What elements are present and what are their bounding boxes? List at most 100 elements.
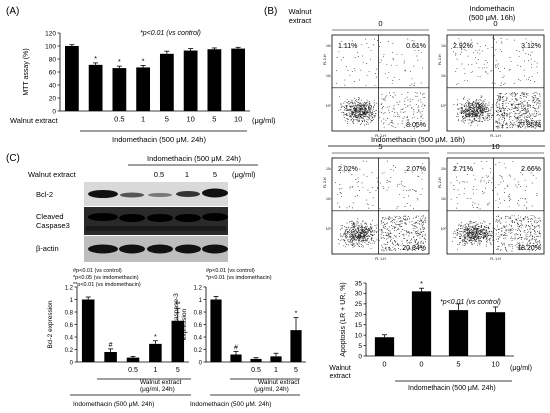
bcl2-y-tick-label: 0.2 — [65, 348, 74, 354]
mtt-y-tick-label: 80 — [49, 56, 57, 63]
casp-bar — [290, 330, 302, 362]
mtt-significance-mark: * — [142, 57, 145, 66]
apop-x-tick-label: 5 — [456, 360, 460, 369]
flow-x-axis-label: FL 1-H — [375, 134, 386, 138]
casp-x-tick-label: 5 — [294, 367, 298, 374]
flow-event-dots — [335, 38, 426, 129]
apop-y-tick-label: 10 — [355, 332, 363, 339]
apop-row-label: Walnut extract — [329, 365, 351, 380]
casp-y-axis-label: Uncleaved caspase-3 — [173, 293, 180, 356]
casp-significance-mark: * — [295, 311, 298, 318]
mtt-y-tick-label: 40 — [49, 82, 57, 89]
flow-dose-label: 5 — [378, 142, 382, 151]
casp-x-tick-label: 0.5 — [251, 367, 261, 374]
bcl2-legend-3: **p<0.01 (vs imdomethacin) — [73, 282, 141, 288]
mtt-note: *p<0.01 (vs control) — [140, 30, 201, 37]
flow-dose-label: 0 — [378, 19, 382, 28]
casp-chart: 0 0.2 0.4 0.6 0.8 1 1.2 Uncleaved caspase-3 expr… — [173, 285, 306, 374]
apop-x-tick-label: 0 — [419, 360, 423, 369]
blot-dose-2: 1 — [185, 170, 189, 179]
flow-y-tick-label: 10¹ — [326, 74, 332, 78]
bcl2-y-tick-label: 0 — [70, 360, 74, 366]
mtt-x-tick-label: 5 — [212, 115, 216, 124]
mtt-x-tick-label: 0.5 — [114, 115, 124, 124]
caspase3-bands — [86, 213, 228, 231]
flow-quadrant-lr: 18.20% — [517, 245, 541, 252]
flow-y-tick-label: 10¹ — [441, 197, 447, 201]
bcl2-legend-2: *p<0.05 (vs imdomethacin) — [73, 275, 139, 281]
casp-bar — [270, 356, 282, 362]
mtt-bar — [207, 49, 222, 111]
flow-x-axis-label: FL 1-H — [375, 257, 386, 261]
panel-b-label: (B) — [264, 6, 277, 17]
flow-y-tick-label: 10² — [326, 167, 332, 171]
flow-plot-frame — [446, 157, 545, 255]
casp-bar — [230, 354, 242, 362]
apop-bar — [448, 310, 469, 356]
flow-plot-1: 10² 10¹ 10⁰ FL 2-H FL 1-H 0 1.11% 0.61% 8.05% — [323, 19, 430, 138]
flow-event-dots — [335, 160, 426, 252]
flow-quadrant-lr: 27.85% — [517, 122, 541, 129]
flow-top-header: Indomethacin (500 μM. 16h) — [469, 4, 516, 22]
flow-x-axis-label: FL 1-H — [490, 257, 501, 261]
blot-header: Indomethacin (500 μM. 24h) — [147, 154, 241, 163]
flow-y-axis-label: FL 2-H — [323, 177, 327, 188]
apop-y-tick-label: 5 — [358, 343, 362, 350]
flow-y-tick-label: 10¹ — [441, 74, 447, 78]
mtt-y-tick-label: 20 — [49, 95, 57, 102]
flow-y-tick-label: 10⁰ — [326, 104, 332, 108]
flow-quadrant-ul: 2.92% — [453, 43, 473, 50]
blot-band-bcl2: Bcl-2 — [36, 190, 53, 199]
bcl2-x-tick-label: 1 — [153, 367, 157, 374]
flow-y-tick-label: 10⁰ — [326, 227, 332, 231]
flow-quadrant-lr: 8.05% — [406, 122, 426, 129]
flow-event-dots — [451, 37, 541, 129]
mtt-x-tick-label: 5 — [165, 115, 169, 124]
bcl2-x-tick-label: 5 — [176, 367, 180, 374]
mtt-group-label: Indomethacin (500 μM. 24h) — [112, 135, 206, 144]
apop-y-tick-label: 25 — [355, 301, 363, 308]
mtt-bar — [159, 53, 174, 111]
flow-y-axis-label: FL 2-H — [438, 177, 442, 188]
bcl2-y-tick-label: 0.6 — [65, 323, 74, 329]
blot-row-label: Walnut extract — [28, 170, 77, 179]
apop-x-tick-label: 0 — [382, 360, 386, 369]
apop-y-axis-label: Apoptosis (LR + UR, %) — [340, 282, 347, 357]
flow-dose-label: 10 — [491, 142, 499, 151]
actin-bands — [88, 244, 228, 254]
bcl2-group-label: Indomethacin (500 μM. 24h) — [73, 401, 154, 408]
bcl2-bar — [104, 352, 117, 362]
bcl2-significance-mark: ** — [175, 301, 181, 308]
casp-y-tick-label: 1.2 — [194, 285, 203, 291]
mtt-bar — [231, 48, 246, 111]
blot-unit: (μg/ml) — [232, 170, 256, 179]
apop-y-tick-label: 15 — [355, 322, 363, 329]
flow-y-tick-label: 10¹ — [326, 197, 332, 201]
apop-bar — [411, 291, 432, 356]
apop-unit: (μg/ml) — [510, 365, 532, 372]
flow-quadrant-ur: 2.07% — [406, 166, 426, 173]
western-blot-image — [84, 182, 228, 262]
flow-quadrant-lr: 20.34% — [402, 245, 426, 252]
panel-a-label: (A) — [6, 6, 19, 17]
mtt-x-tick-label: 1 — [141, 115, 145, 124]
apop-y-tick-label: 35 — [355, 280, 363, 287]
blot-dose-1: 0.5 — [154, 170, 164, 179]
mtt-bar — [136, 67, 151, 111]
mtt-y-tick-label: 120 — [45, 30, 56, 37]
bcl2-bar — [149, 343, 162, 362]
flow-quadrant-ul: 1.11% — [338, 43, 357, 50]
casp-legend-2: *p<0.01 (vs imdomethacin) — [206, 275, 272, 281]
casp-legend-1: #p<0.01 (vs control) — [206, 268, 255, 274]
flow-y-tick-label: 10² — [441, 44, 447, 48]
casp-y-tick-label: 0.4 — [194, 335, 203, 341]
bcl2-x-tick-label: 0.5 — [128, 367, 138, 374]
casp-bar — [250, 358, 262, 362]
apop-y-tick-label: 0 — [358, 353, 362, 360]
bcl2-bar — [81, 299, 95, 362]
flow-plot-frame — [331, 34, 430, 132]
apop-note: *p<0.01 (vs control) — [440, 299, 501, 306]
casp-y-tick-label: 0.8 — [194, 310, 203, 316]
apop-chart: 0 5 10 15 20 25 30 35 Apoptosis (LR + UR, %) 0 * 0 5… — [340, 279, 514, 369]
